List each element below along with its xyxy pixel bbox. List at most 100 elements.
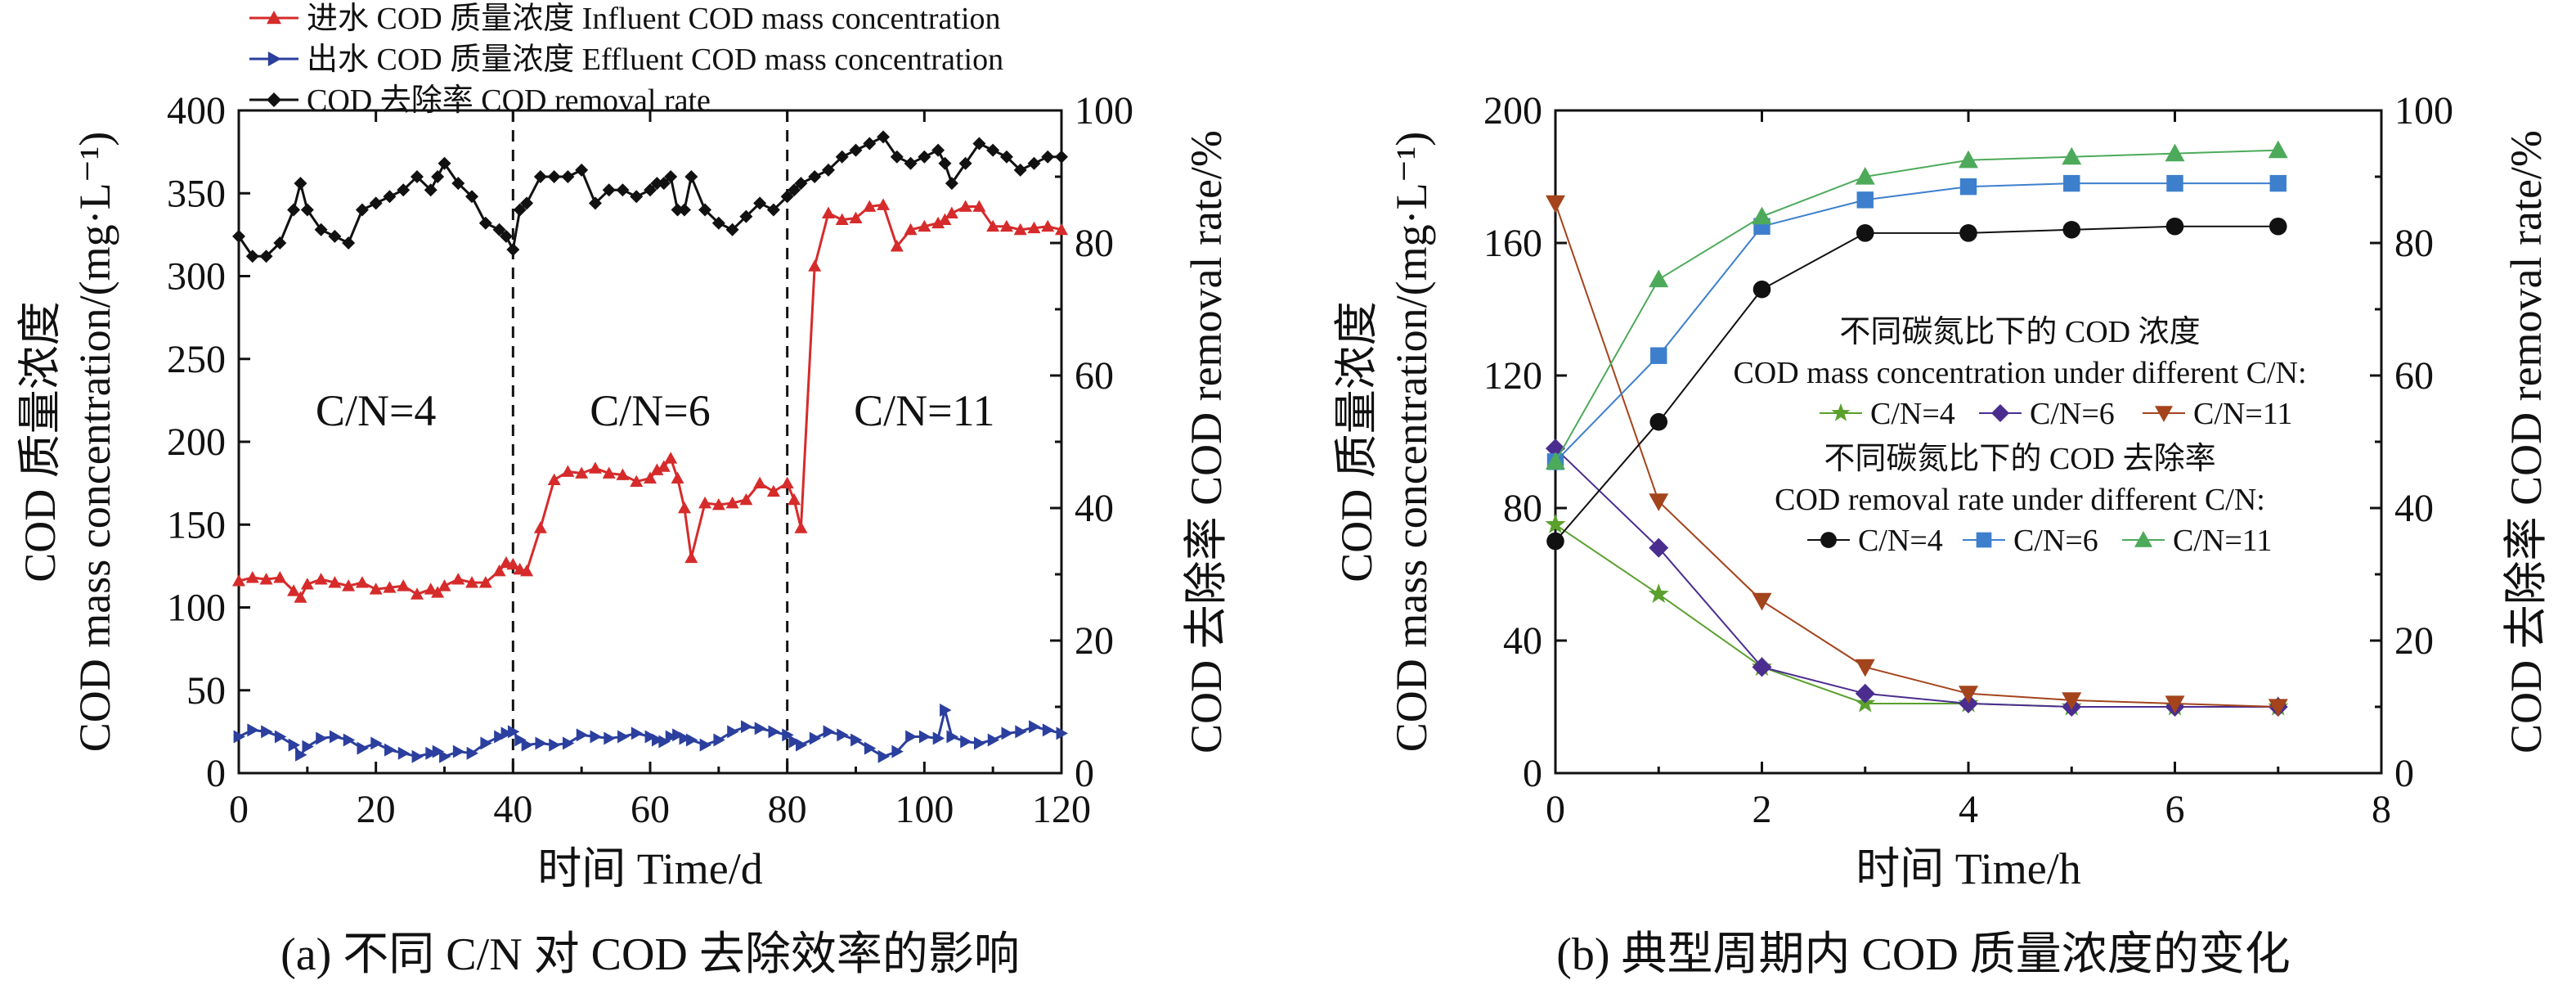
data-point [342, 236, 356, 250]
data-point [506, 243, 520, 257]
data-point [247, 723, 259, 737]
data-point [232, 574, 245, 587]
data-point [2268, 140, 2288, 159]
data-point [711, 497, 725, 510]
data-point [466, 746, 479, 760]
data-point [918, 150, 931, 164]
data-point [1041, 219, 1055, 232]
data-point [946, 730, 958, 744]
data-point [849, 211, 863, 224]
data-point [1055, 150, 1068, 164]
data-point [300, 578, 314, 590]
data-point [1752, 592, 1772, 611]
x-axis-title: 时间 Time/d [537, 844, 763, 893]
data-point [465, 190, 479, 204]
y-left-tick-label: 200 [1483, 89, 1542, 133]
data-point [588, 461, 602, 474]
y-left-title-cn: COD 质量浓度 [1332, 301, 1381, 582]
data-point [383, 190, 397, 204]
data-point [439, 749, 451, 763]
data-point [499, 229, 513, 243]
legend-group-title: COD mass concentration under different C… [1733, 356, 2306, 390]
data-point [397, 579, 411, 591]
data-point [863, 137, 877, 151]
data-point [664, 452, 678, 464]
data-point [563, 736, 575, 750]
x-tick-label: 0 [1546, 788, 1565, 831]
x-axis-title: 时间 Time/h [1856, 844, 2081, 893]
data-point [452, 744, 465, 758]
x-tick-label: 60 [631, 788, 670, 831]
data-point [1855, 659, 1875, 677]
data-point [1001, 726, 1013, 740]
data-point [261, 725, 273, 739]
y-left-tick-label: 350 [167, 172, 226, 215]
data-point [671, 471, 684, 484]
data-point [314, 223, 328, 236]
data-point [561, 170, 575, 183]
data-point [410, 587, 424, 600]
legend-group-title: 不同碳氮比下的 COD 去除率 [1824, 442, 2215, 476]
data-point [294, 177, 307, 191]
data-point [904, 156, 918, 170]
data-point [494, 730, 506, 744]
figure-caption: (a) 不同 C/N 对 COD 去除效率的影响 [280, 929, 1020, 980]
data-point [1546, 195, 1565, 214]
data-point [945, 177, 958, 191]
data-point [685, 733, 698, 747]
data-point [233, 730, 245, 744]
data-point [658, 735, 671, 749]
data-point [1013, 163, 1027, 177]
data-point [1029, 720, 1041, 734]
data-point [665, 730, 678, 744]
data-point [2165, 695, 2185, 713]
y-right-tick-label: 40 [1075, 487, 1114, 530]
data-point [602, 466, 616, 479]
data-point [1752, 206, 1772, 225]
data-point [370, 736, 383, 750]
data-point [986, 219, 1000, 232]
data-point [725, 223, 739, 236]
x-tick-label: 20 [357, 788, 396, 831]
legend-label: 进水 COD 质量浓度 Influent COD mass concentrat… [307, 2, 1001, 36]
data-point [492, 223, 506, 236]
data-point [1015, 725, 1027, 739]
legend-marker [2155, 406, 2173, 422]
data-point [644, 471, 657, 484]
data-point [809, 731, 822, 745]
data-point [1055, 223, 1068, 236]
data-point [355, 203, 369, 217]
data-point [535, 736, 547, 750]
legend-label: C/N=11 [2193, 397, 2292, 431]
data-point [788, 492, 801, 506]
data-point [1648, 583, 1669, 603]
data-point [411, 749, 424, 763]
data-point [520, 564, 534, 577]
series-removal-cn4 [1546, 217, 2287, 551]
data-point [384, 743, 397, 757]
data-point [794, 521, 808, 533]
data-point [590, 730, 602, 744]
legend-label: C/N=4 [1870, 397, 1955, 431]
data-point [808, 259, 822, 272]
data-point [514, 733, 527, 747]
y-left-title-cn: COD 质量浓度 [16, 301, 65, 582]
data-point [506, 557, 520, 570]
data-point [630, 190, 644, 204]
legend-label: C/N=6 [2013, 524, 2098, 558]
data-point [1855, 167, 1875, 185]
data-point [259, 573, 273, 585]
y-left-tick-label: 250 [167, 338, 226, 381]
legend-label: C/N=4 [1858, 524, 1943, 558]
data-point [343, 733, 356, 747]
data-point [588, 196, 602, 210]
data-point [287, 584, 301, 596]
data-point [480, 736, 492, 750]
data-point [891, 744, 904, 758]
data-point [431, 170, 445, 183]
data-point [986, 143, 1000, 157]
data-point [782, 728, 794, 742]
data-point [2063, 174, 2080, 192]
data-point [397, 183, 411, 197]
